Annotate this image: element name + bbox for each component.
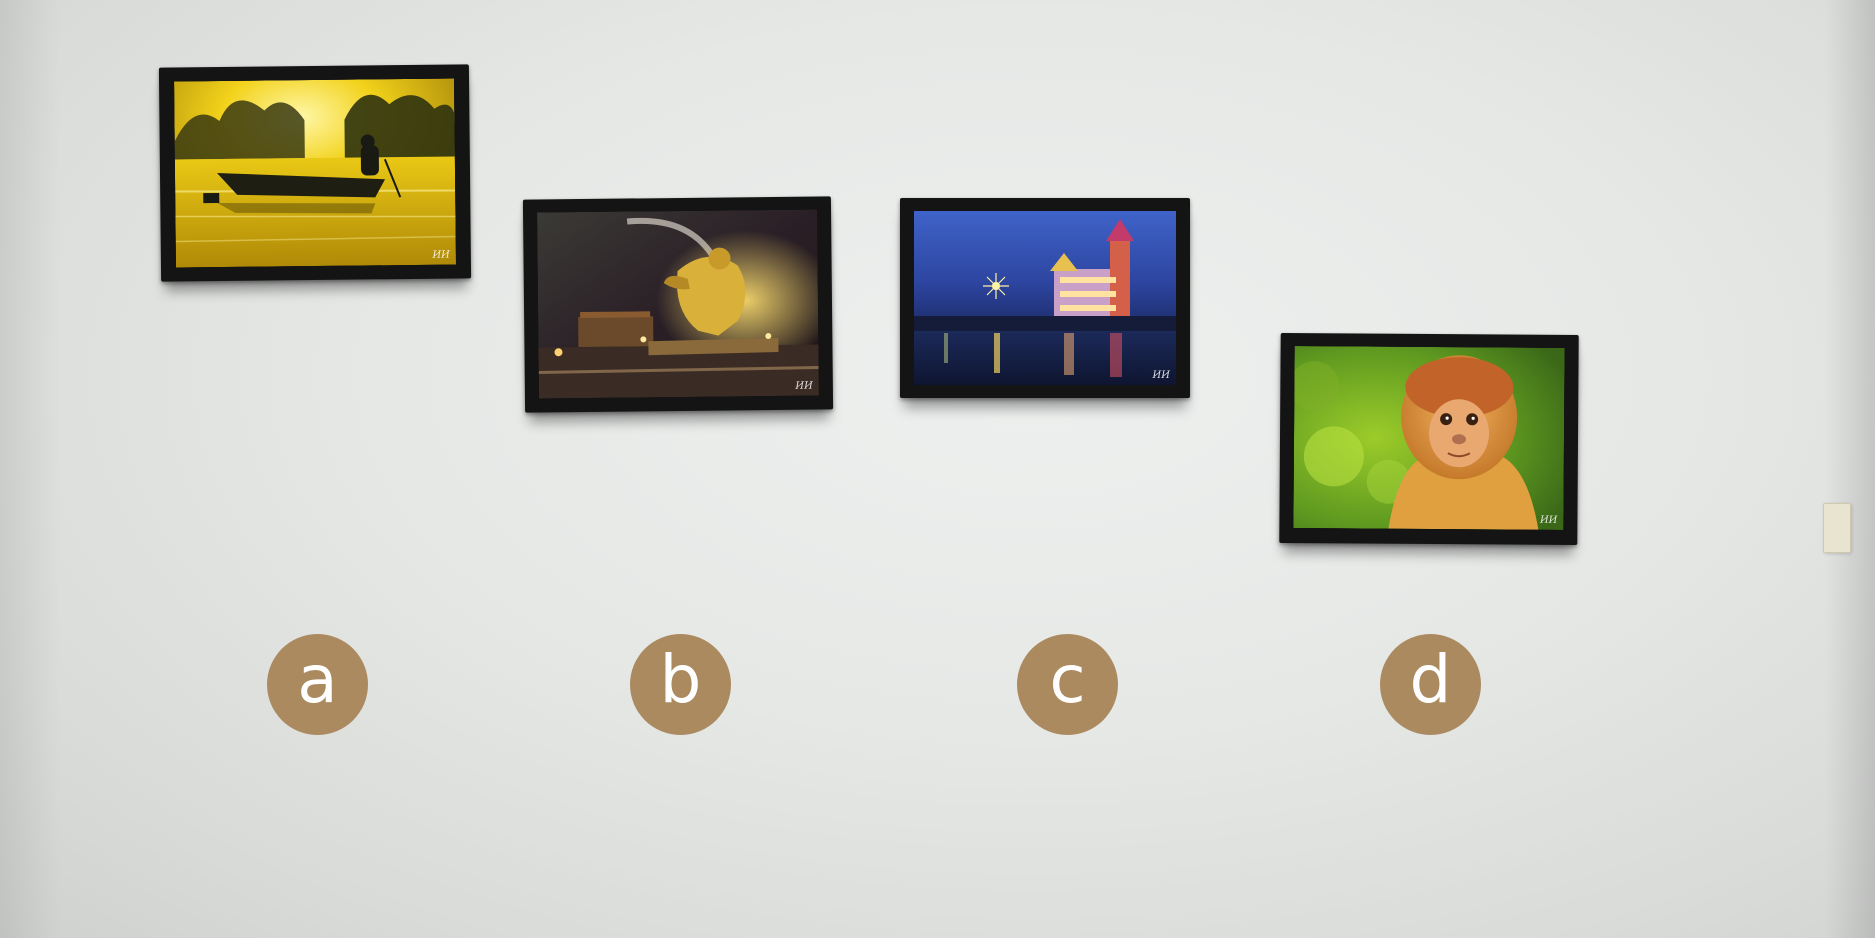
frame-c: ИИ — [900, 198, 1190, 398]
photo-c-temple-river-night: ИИ — [914, 211, 1176, 385]
frame-a: ИИ — [158, 64, 472, 282]
label-badge-a: a — [267, 634, 368, 735]
photo-d-proboscis-monkey: ИИ — [1293, 346, 1565, 530]
photo-d-signature: ИИ — [1539, 514, 1558, 526]
photo-a-fisherman-sunrise: ИИ — [174, 78, 456, 268]
label-badge-d: d — [1380, 634, 1481, 735]
photo-c-signature: ИИ — [1152, 370, 1170, 381]
label-d-text: d — [1409, 640, 1452, 718]
light-switch-plate — [1823, 503, 1851, 553]
label-c-text: c — [1049, 640, 1086, 718]
frame-d: ИИ — [1279, 332, 1579, 546]
wall-shadow-right — [1825, 0, 1875, 938]
wall-shadow-left — [0, 0, 60, 938]
label-b-text: b — [659, 640, 702, 718]
photo-a-signature: ИИ — [432, 249, 450, 261]
label-badge-b: b — [630, 634, 731, 735]
label-a-text: a — [297, 640, 338, 718]
frame-b: ИИ — [522, 196, 834, 413]
photo-b-signature: ИИ — [795, 380, 813, 392]
label-badge-c: c — [1017, 634, 1118, 735]
photo-b-monkey-fountain-night: ИИ — [537, 209, 819, 399]
